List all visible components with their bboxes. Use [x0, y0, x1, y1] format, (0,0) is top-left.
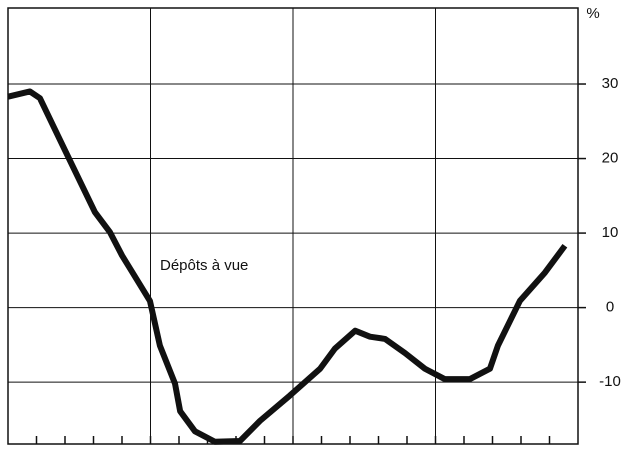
y-tick-label: 20 — [602, 150, 619, 167]
y-unit: % — [586, 5, 599, 22]
data-line — [7, 88, 568, 445]
y-tick-label: 30 — [602, 75, 619, 92]
y-tick-label: 0 — [606, 299, 614, 316]
y-tick-label: -10 — [599, 373, 621, 390]
annotation: Dépôts à vue — [160, 257, 248, 274]
y-tick-label: 10 — [602, 224, 619, 241]
